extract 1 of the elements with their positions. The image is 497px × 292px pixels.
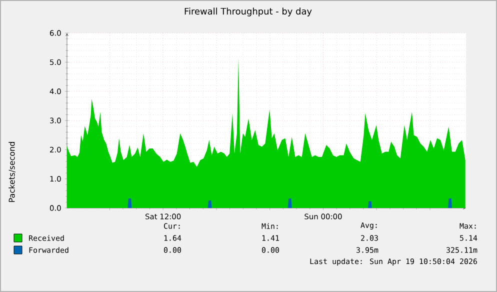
chart-title: Firewall Throughput - by day xyxy=(184,8,312,16)
